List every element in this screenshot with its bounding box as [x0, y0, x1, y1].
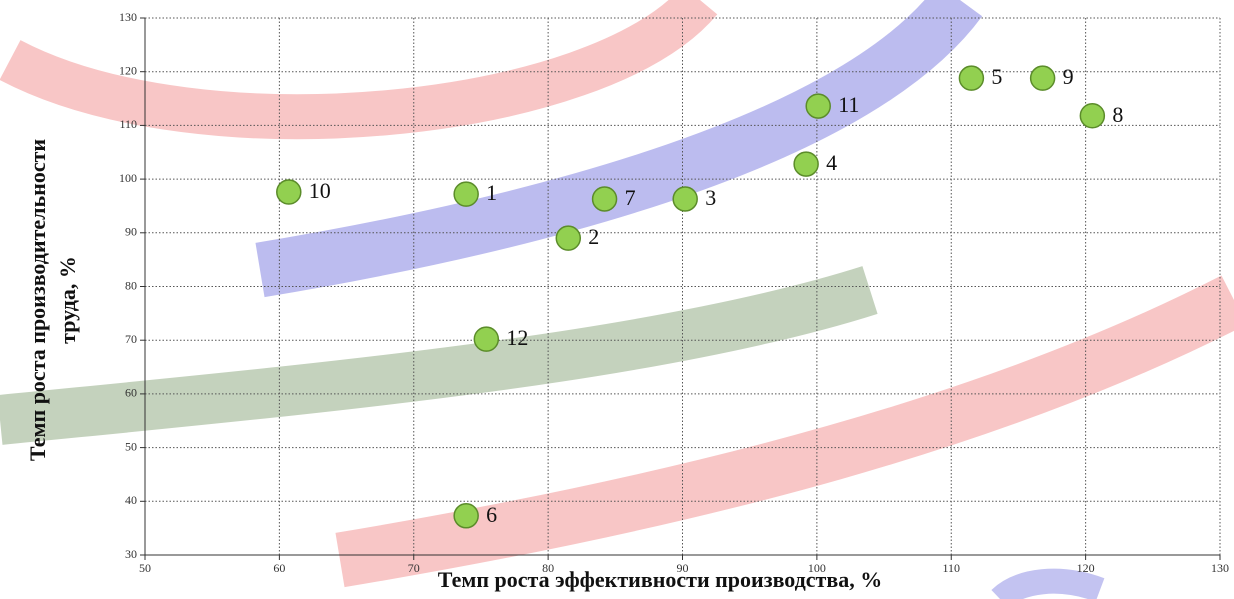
- y-tick-label: 70: [125, 332, 137, 346]
- y-tick-label: 90: [125, 225, 137, 239]
- point: [591, 186, 618, 212]
- y-tick-label: 130: [119, 10, 137, 24]
- y-tick-label: 50: [125, 439, 137, 453]
- x-axis-title: Темп роста эффективности производства, %: [438, 567, 883, 592]
- point-label: 4: [826, 150, 837, 175]
- y-tick-label: 40: [125, 493, 137, 507]
- point: [672, 186, 698, 212]
- y-axis-title: Темп роста производительности: [25, 139, 50, 461]
- x-tick-label: 90: [677, 561, 689, 575]
- point-label: 9: [1063, 64, 1074, 89]
- point-label: 7: [625, 185, 636, 210]
- y-tick-label: 110: [119, 117, 137, 131]
- point: [473, 326, 500, 352]
- point-label: 11: [838, 92, 859, 117]
- point: [453, 181, 479, 207]
- point-label: 5: [991, 64, 1002, 89]
- x-tick-label: 80: [542, 561, 554, 575]
- point: [453, 503, 479, 529]
- x-tick-label: 110: [942, 561, 960, 575]
- point-label: 12: [506, 325, 528, 350]
- point: [958, 65, 985, 91]
- point-label: 3: [705, 185, 716, 210]
- point: [1029, 65, 1056, 91]
- point: [276, 179, 302, 205]
- y-axis-title: труда, %: [55, 256, 80, 344]
- y-tick-label: 100: [119, 171, 137, 185]
- y-tick-label: 80: [125, 278, 137, 292]
- x-tick-label: 100: [808, 561, 826, 575]
- point: [793, 151, 819, 177]
- x-tick-label: 50: [139, 561, 151, 575]
- point: [555, 225, 582, 251]
- point-label: 1: [486, 180, 497, 205]
- y-tick-label: 120: [119, 63, 137, 77]
- y-tick-label: 30: [125, 547, 137, 561]
- point-label: 2: [588, 224, 599, 249]
- point-label: 6: [486, 502, 497, 527]
- x-tick-label: 120: [1077, 561, 1095, 575]
- x-tick-label: 60: [273, 561, 285, 575]
- point: [805, 93, 831, 119]
- y-tick-label: 60: [125, 386, 137, 400]
- point-label: 10: [309, 178, 331, 203]
- x-tick-label: 130: [1211, 561, 1229, 575]
- point: [1079, 102, 1106, 129]
- point-label: 8: [1112, 102, 1123, 127]
- x-tick-label: 70: [408, 561, 420, 575]
